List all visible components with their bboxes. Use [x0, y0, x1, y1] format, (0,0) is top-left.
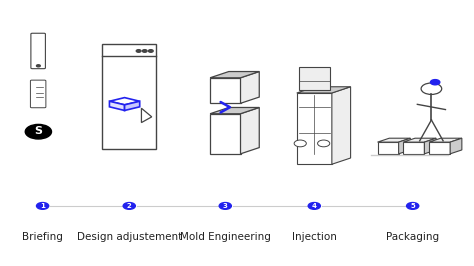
Circle shape — [137, 50, 141, 52]
Polygon shape — [299, 67, 329, 90]
Circle shape — [123, 202, 136, 209]
Polygon shape — [210, 114, 240, 154]
Text: Mold Engineering: Mold Engineering — [180, 232, 271, 242]
Polygon shape — [109, 101, 125, 110]
Text: 2: 2 — [127, 203, 132, 209]
FancyBboxPatch shape — [31, 33, 46, 69]
Polygon shape — [403, 142, 424, 154]
FancyBboxPatch shape — [102, 44, 156, 149]
Polygon shape — [424, 138, 436, 154]
Polygon shape — [125, 101, 140, 110]
Text: 3: 3 — [223, 203, 228, 209]
Circle shape — [36, 202, 49, 209]
Polygon shape — [399, 138, 410, 154]
Text: Briefing: Briefing — [22, 232, 63, 242]
Circle shape — [142, 50, 147, 52]
Polygon shape — [297, 87, 351, 93]
FancyBboxPatch shape — [30, 80, 46, 108]
Polygon shape — [332, 87, 351, 164]
Polygon shape — [210, 78, 240, 103]
Text: 5: 5 — [410, 203, 415, 209]
Text: Injection: Injection — [292, 232, 337, 242]
Circle shape — [430, 80, 440, 85]
Polygon shape — [141, 108, 152, 123]
Polygon shape — [429, 142, 450, 154]
Circle shape — [36, 65, 40, 67]
Text: 1: 1 — [40, 203, 45, 209]
Text: 4: 4 — [312, 203, 317, 209]
Text: Design adjustement: Design adjustement — [77, 232, 182, 242]
Circle shape — [318, 140, 330, 147]
Polygon shape — [429, 138, 462, 142]
Polygon shape — [377, 142, 399, 154]
Circle shape — [25, 124, 52, 139]
Polygon shape — [403, 138, 436, 142]
Polygon shape — [240, 107, 259, 154]
Polygon shape — [210, 107, 259, 114]
Circle shape — [219, 202, 231, 209]
Circle shape — [407, 202, 419, 209]
Polygon shape — [377, 138, 410, 142]
Circle shape — [308, 202, 320, 209]
Text: Packaging: Packaging — [386, 232, 439, 242]
Circle shape — [148, 50, 153, 52]
Polygon shape — [109, 98, 140, 105]
Circle shape — [294, 140, 306, 147]
Polygon shape — [297, 93, 332, 164]
Circle shape — [421, 83, 442, 94]
Polygon shape — [210, 72, 259, 78]
Polygon shape — [240, 72, 259, 103]
Polygon shape — [450, 138, 462, 154]
Text: S: S — [35, 126, 42, 136]
